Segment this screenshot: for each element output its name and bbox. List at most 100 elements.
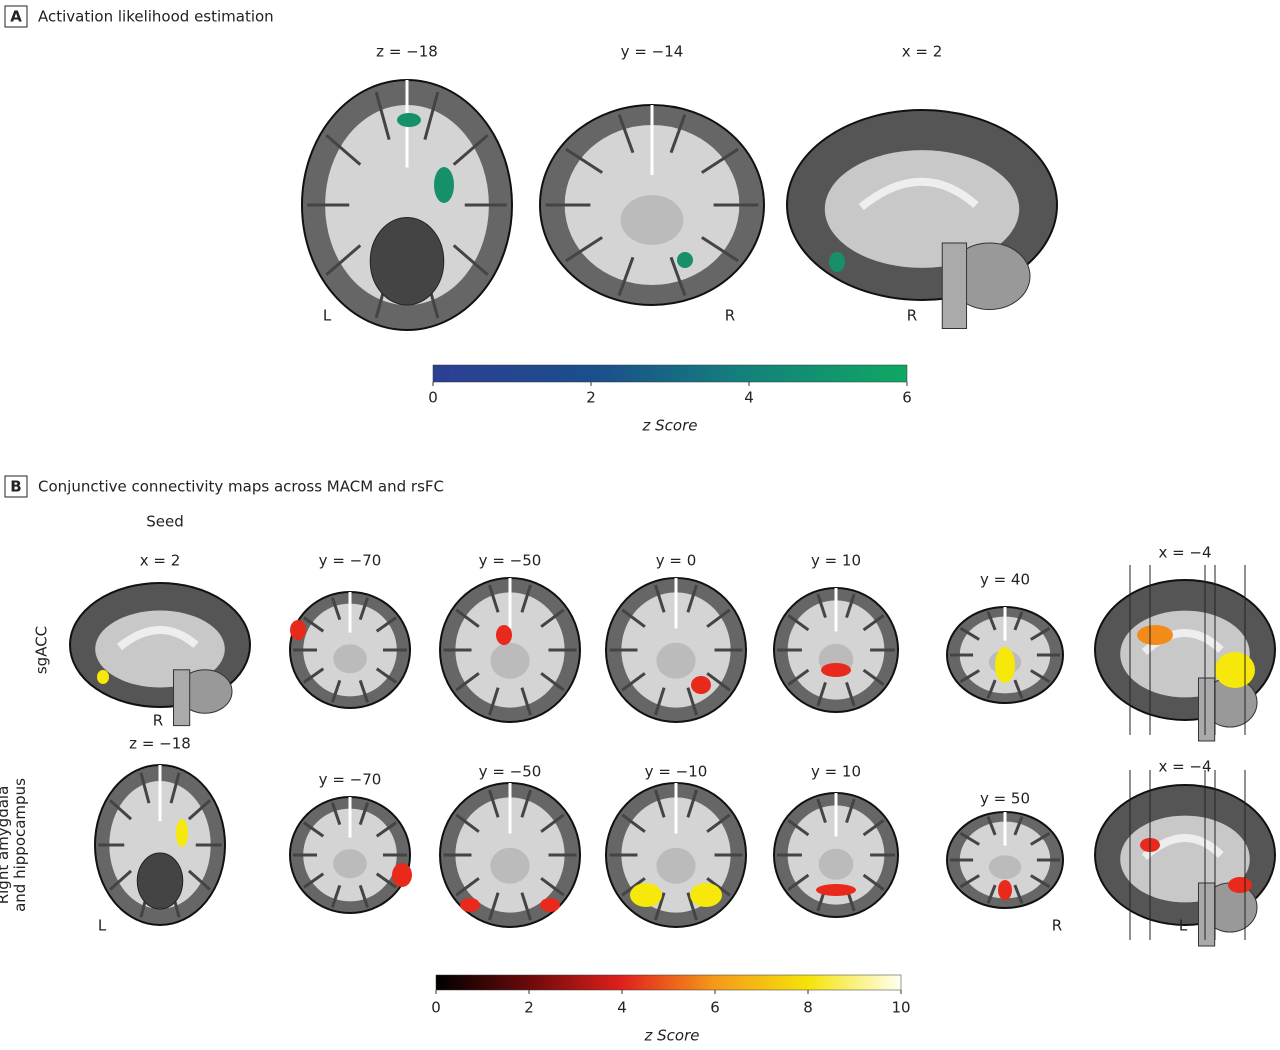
tick-label: 8	[803, 999, 813, 1017]
sulcus	[862, 819, 885, 837]
activation-blob	[434, 167, 454, 203]
sulcus	[706, 608, 731, 628]
sulcus	[330, 802, 342, 826]
sulcus	[669, 256, 687, 296]
slice-label: y = −50	[479, 763, 542, 781]
sulcus	[358, 884, 370, 908]
panel-box	[4, 475, 28, 498]
tick-label: 4	[617, 999, 627, 1017]
orientation-label: L	[323, 307, 332, 325]
deep-gray	[333, 644, 367, 674]
brain-slice	[946, 606, 1064, 704]
white-matter	[109, 781, 211, 909]
tick-label: 6	[710, 999, 720, 1017]
orientation-label: R	[1052, 917, 1062, 935]
sulcus	[455, 813, 480, 833]
brain-slice	[301, 79, 513, 331]
brainstem	[173, 669, 191, 727]
sulcus	[109, 799, 133, 821]
panel-letter: B	[10, 478, 21, 496]
brain-slice	[289, 591, 411, 709]
slice-label: y = 0	[656, 552, 697, 570]
sulcus	[862, 614, 885, 632]
sulcus	[109, 869, 133, 891]
activation-blob	[821, 663, 851, 677]
sulcus	[330, 884, 342, 908]
tick-label: 0	[428, 389, 438, 407]
cerebellum	[369, 217, 445, 306]
sulcus	[862, 873, 885, 891]
deep-gray	[818, 848, 854, 880]
sulcus	[1030, 626, 1051, 641]
sulcus	[1013, 679, 1024, 699]
colorbar-label: z Score	[642, 417, 698, 435]
sulcus	[139, 772, 151, 804]
activation-blob	[829, 252, 845, 272]
orientation-label: R	[725, 307, 735, 325]
slice-label: x = −4	[1158, 544, 1211, 562]
white-matter	[824, 150, 1020, 268]
activation-blob	[397, 113, 421, 127]
deep-gray	[656, 847, 696, 884]
sulcus	[488, 892, 500, 921]
white-matter	[325, 105, 489, 305]
sulcus	[621, 813, 646, 833]
row-label: Right amygdala and hippocampus	[0, 778, 29, 912]
brain-slice	[69, 582, 251, 727]
sulcus	[686, 789, 698, 818]
sulcus	[1013, 611, 1024, 631]
deep-gray	[490, 847, 530, 884]
corpus-callosum	[1141, 629, 1224, 656]
sulcus	[959, 669, 980, 684]
sulcus	[303, 616, 325, 633]
sulcus	[654, 584, 666, 613]
sulcus	[374, 91, 391, 141]
activation-blob	[677, 252, 693, 268]
activation-blob	[630, 883, 662, 907]
tick-label: 2	[524, 999, 534, 1017]
sulcus	[862, 668, 885, 686]
sulcus	[816, 593, 827, 619]
sulcus	[325, 134, 362, 166]
slice-label: z = −18	[376, 43, 438, 61]
seed-heading: Seed	[146, 513, 184, 531]
sulcus	[845, 681, 856, 707]
sulcus	[565, 236, 603, 263]
panel-title: Conjunctive connectivity maps across MAC…	[38, 478, 444, 496]
sulcus	[330, 597, 342, 621]
brainstem	[1198, 677, 1216, 742]
brain-slice	[94, 764, 226, 926]
slice-label: x = 2	[140, 552, 181, 570]
brain-slice	[439, 577, 581, 723]
slice-label: y = −14	[621, 43, 684, 61]
brain-slice	[605, 577, 747, 723]
activation-blob	[816, 884, 856, 896]
sulcus	[617, 114, 635, 154]
brain-slice	[1094, 784, 1276, 947]
slice-label: y = −10	[645, 763, 708, 781]
activation-blob	[690, 883, 722, 907]
slice-label: x = 2	[902, 43, 943, 61]
deep-gray	[620, 195, 684, 245]
sulcus	[959, 874, 980, 889]
sulcus	[787, 668, 810, 686]
activation-blob	[176, 819, 188, 847]
sulcus	[617, 256, 635, 296]
slice-label: y = −70	[319, 771, 382, 789]
slice-label: y = 40	[980, 571, 1030, 589]
deep-gray	[333, 849, 367, 879]
sulcus	[375, 821, 397, 838]
sulcus	[565, 147, 603, 174]
orientation-label: R	[153, 712, 163, 730]
sulcus	[375, 616, 397, 633]
brain-slice	[539, 104, 765, 306]
sulcus	[706, 672, 731, 692]
sulcus	[816, 681, 827, 707]
sulcus	[358, 679, 370, 703]
sulcus	[303, 872, 325, 889]
sulcus	[375, 667, 397, 684]
sulcus	[187, 869, 211, 891]
deep-gray	[988, 855, 1022, 880]
sulcus	[986, 884, 997, 904]
